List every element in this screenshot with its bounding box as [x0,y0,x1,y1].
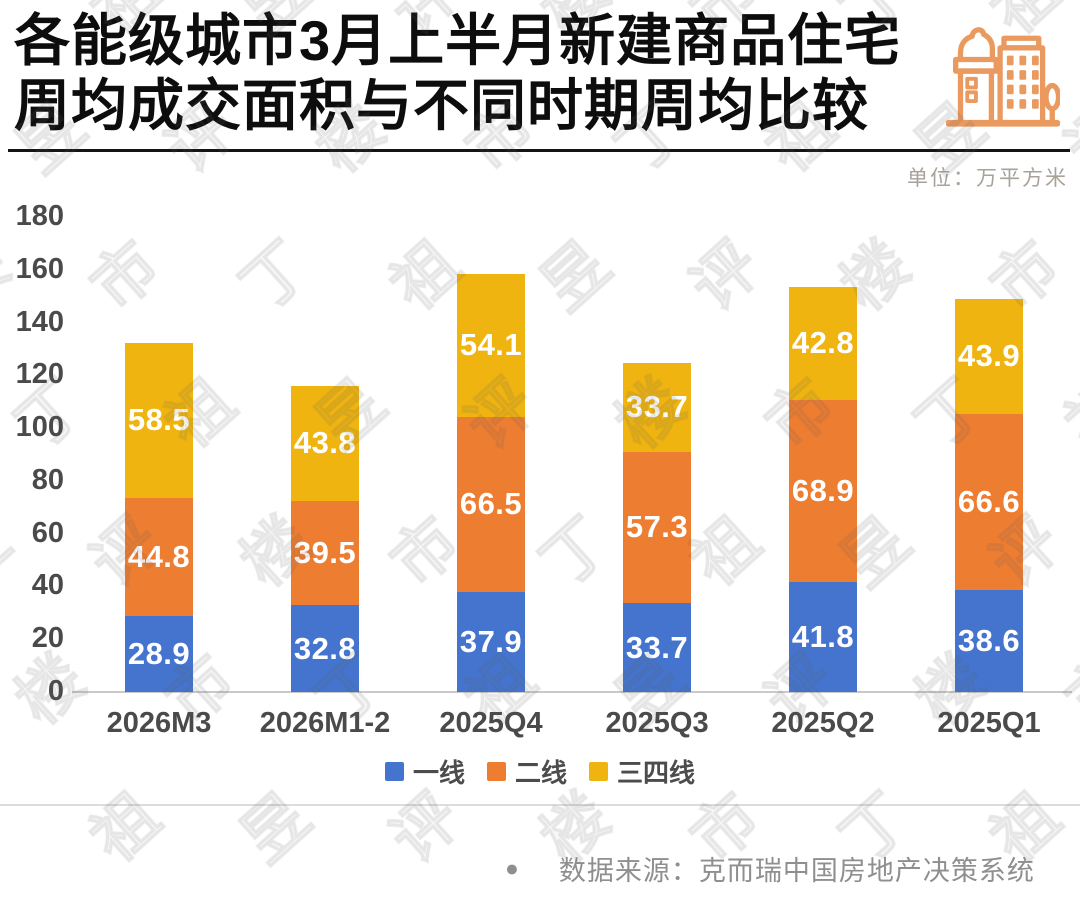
bar-segment: 68.9 [789,399,857,582]
title-line-2: 周均成交面积与不同时期周均比较 [14,74,869,137]
legend-swatch [589,762,608,781]
watermark-glyph: 评 [1042,906,1080,923]
plot-area: 28.9 44.8 58.5 2026M3 32.8 39.5 43.8 2026M1-2 37… [76,216,1072,739]
footer-divider [0,804,1080,806]
bar-value-label: 43.9 [957,338,1021,374]
bar-value-label: 66.6 [957,484,1021,520]
bar-segment: 44.8 [125,497,193,616]
bar-segment: 39.5 [291,501,359,606]
bar-segment: 43.8 [291,385,359,502]
building-windows [1006,55,1039,109]
x-axis-label: 2025Q4 [439,707,543,739]
legend-swatch [384,762,404,781]
watermark-glyph: 丁 [592,906,701,923]
watermark-glyph: 昱 [0,906,102,923]
bar-segment: 37.9 [457,592,525,692]
legend-label: 一线 [412,758,465,788]
y-axis-label: 140 [15,305,64,338]
y-axis-label: 120 [15,358,64,391]
bar-value-label: 28.9 [127,635,191,671]
bar-segment: 28.9 [125,615,193,692]
bar-value-label: 41.8 [791,618,855,654]
y-axis-label: 100 [15,411,64,444]
bar-value-label: 33.7 [625,389,689,425]
bar-value-label: 38.6 [957,623,1021,659]
source-text: 数据来源：克而瑞中国房地产决策系统 [558,856,1035,886]
source-bullet: ● [505,855,519,881]
x-axis-label: 2025Q3 [605,707,709,739]
bar-segment: 42.8 [789,286,857,400]
y-axis-label: 60 [31,516,64,549]
x-axis-label: 2025Q1 [937,707,1041,739]
bar-value-label: 54.1 [459,327,523,363]
bar-segment: 38.6 [955,590,1023,692]
bar-segment: 33.7 [623,362,691,452]
x-axis-label: 2026M3 [106,707,212,739]
y-axis-label: 40 [31,569,64,602]
watermark-glyph: 楼 [292,906,401,923]
watermark-glyph: 市 [442,906,551,923]
bar-value-label: 57.3 [625,509,689,545]
bar-value-label: 32.8 [293,630,357,666]
legend-item: 二线 [486,753,567,790]
chart-legend: 一线 二线 三四线 [0,753,1080,790]
title-divider [8,149,1070,152]
bar-segment: 41.8 [789,581,857,692]
stacked-bar-chart: 0 20 40 60 80 100 120 140 160 180 28.9 44.8 58.5 202… [0,201,1080,756]
x-axis-label: 2026M1-2 [259,707,391,739]
watermark-glyph: 评 [142,906,251,923]
bar-value-label: 44.8 [127,538,191,574]
bar-segment: 32.8 [291,605,359,692]
bar-value-label: 58.5 [127,402,191,438]
watermark-glyph: 昱 [892,906,1001,923]
title-line-1: 各能级城市3月上半月新建商品住宅 [14,9,902,72]
legend-swatch [486,762,506,781]
legend-label: 二线 [514,758,567,788]
bar-segment: 66.5 [457,416,525,592]
x-axis-line [72,691,1072,693]
bar-value-label: 43.8 [293,425,357,461]
unit-label: 单位：万平方米 [907,167,1068,190]
page-title: 各能级城市3月上半月新建商品住宅 周均成交面积与不同时期周均比较 [14,8,901,138]
bar-segment: 33.7 [623,603,691,692]
y-axis-label: 0 [47,675,64,707]
y-axis-label: 80 [31,463,64,496]
bar-value-label: 66.5 [459,486,523,522]
bar-segment: 58.5 [125,343,193,498]
bar-value-label: 33.7 [625,629,689,665]
source-row: ● 数据来源：克而瑞中国房地产决策系统 [505,849,1035,888]
bar-segment: 43.9 [955,298,1023,415]
y-axis-label: 160 [15,252,64,285]
bar-value-label: 39.5 [293,535,357,571]
bar-value-label: 68.9 [791,472,855,508]
bar-value-label: 42.8 [791,325,855,361]
watermark-glyph: 祖 [742,906,851,923]
bar-segment: 57.3 [623,451,691,604]
y-axis-label: 180 [15,200,64,232]
y-axis: 0 20 40 60 80 100 120 140 160 180 [0,201,64,706]
x-axis-label: 2025Q2 [771,707,875,739]
legend-item: 一线 [384,753,465,790]
legend-label: 三四线 [617,758,696,788]
y-axis-label: 20 [31,622,64,655]
bar-value-label: 37.9 [459,624,523,659]
bar-segment: 54.1 [457,273,525,417]
buildings-icon [946,27,1060,127]
bar-segment: 66.6 [955,414,1023,591]
legend-item: 三四线 [589,753,695,790]
